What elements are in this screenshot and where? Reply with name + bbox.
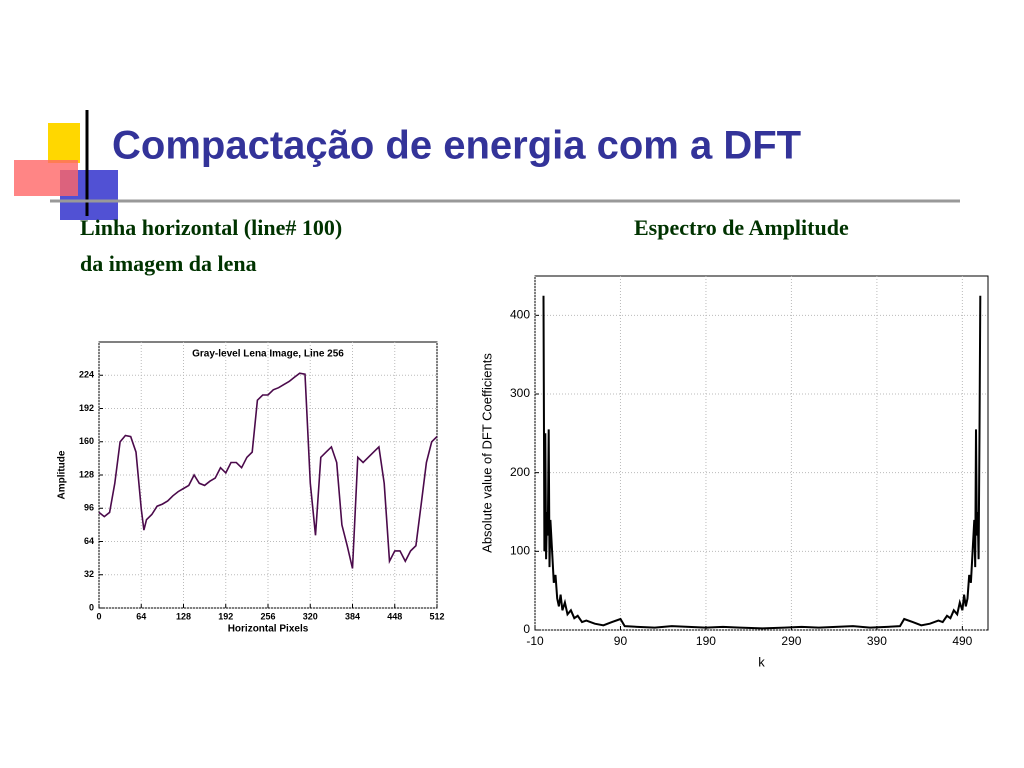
y-axis-label: Absolute value of DFT Coefficients [479,353,494,553]
x-tick-label: -10 [526,634,544,648]
y-tick-label: 192 [79,403,94,413]
data-line [98,372,438,569]
x-tick-label: 190 [696,634,716,648]
x-tick-label: 448 [387,611,402,621]
y-tick-label: 0 [89,602,94,612]
y-tick-label: 160 [79,436,94,446]
deco-square [14,160,78,196]
slide-title: Compactação de energia com a DFT [112,124,801,168]
y-tick-label: 100 [510,544,530,558]
x-tick-label: 290 [781,634,801,648]
y-tick-label: 0 [523,622,530,636]
y-tick-label: 200 [510,465,530,479]
x-tick-label: 0 [96,611,101,621]
x-tick-label: 256 [260,611,275,621]
x-tick-label: 390 [867,634,887,648]
plot-area [534,275,989,631]
x-tick-label: 512 [429,611,444,621]
caption: da imagem da lena [80,251,257,276]
x-tick-label: 90 [614,634,628,648]
y-tick-label: 64 [84,536,94,546]
x-axis-label: k [758,654,765,669]
chart-title: Gray-level Lena Image, Line 256 [192,349,344,360]
y-tick-label: 32 [84,569,94,579]
caption: Linha horizontal (line# 100) [80,215,342,240]
y-tick-label: 400 [510,308,530,322]
x-tick-label: 320 [303,611,318,621]
data-line [542,295,982,630]
caption: Espectro de Amplitude [634,215,849,240]
y-tick-label: 300 [510,386,530,400]
y-tick-label: 96 [84,503,94,513]
y-axis-label: Amplitude [57,450,68,499]
deco-square [48,123,80,163]
x-tick-label: 490 [952,634,972,648]
x-tick-label: 384 [345,611,360,621]
y-tick-label: 224 [79,370,94,380]
y-tick-label: 128 [79,469,94,479]
x-tick-label: 64 [136,611,146,621]
x-axis-label: Horizontal Pixels [228,624,309,635]
x-tick-label: 128 [176,611,191,621]
x-tick-label: 192 [218,611,233,621]
